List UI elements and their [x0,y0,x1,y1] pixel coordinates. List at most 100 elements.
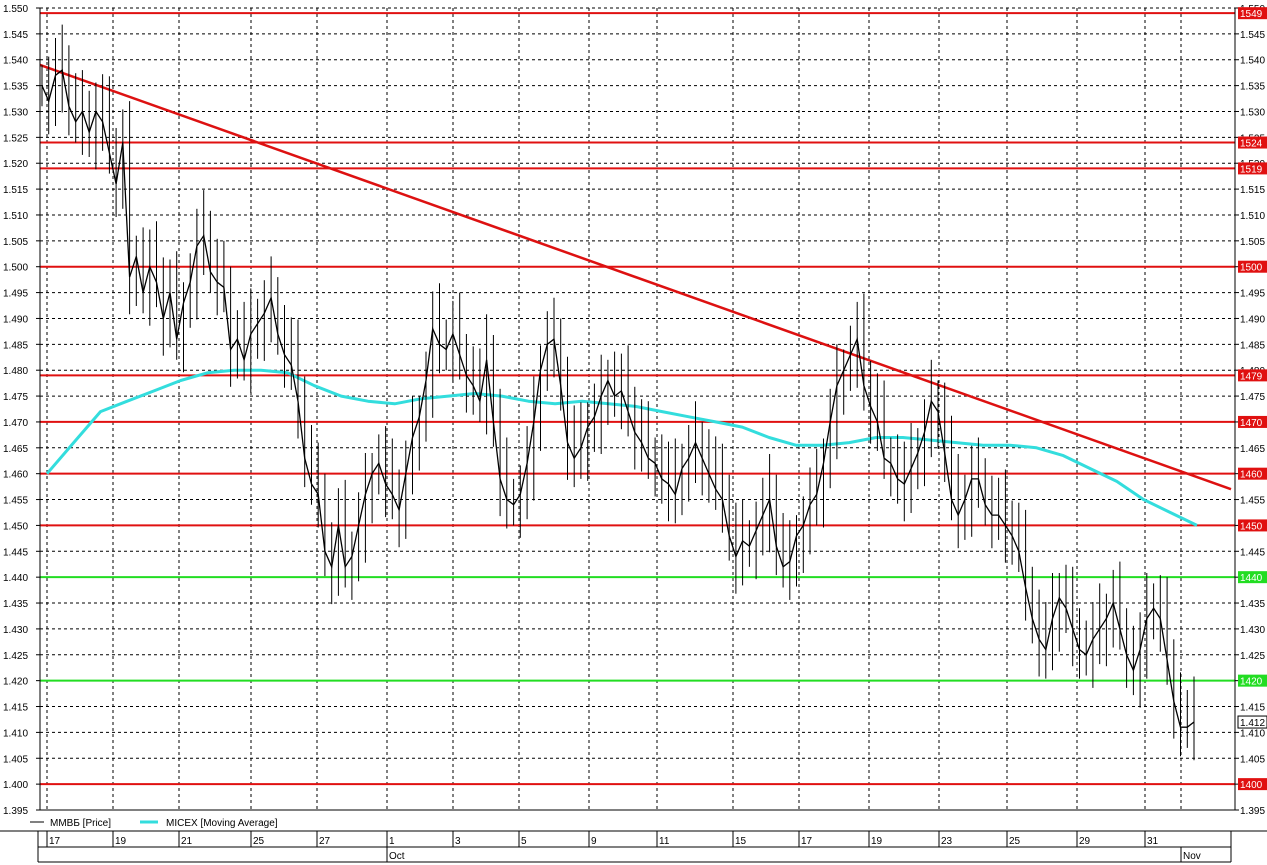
level-tag-label: 1400 [1240,780,1263,791]
y-tick-label-right: 1.415 [1240,703,1265,714]
y-tick-label-right: 1.490 [1240,314,1265,325]
level-tag-label: 1479 [1240,371,1263,382]
trendline [39,63,1232,491]
level-tag-label: 1470 [1240,418,1263,429]
y-tick-label-left: 1.465 [3,444,28,455]
y-tick-label-left: 1.470 [3,418,28,429]
y-tick-label-right: 1.455 [1240,496,1265,507]
y-tick-label-left: 1.545 [3,30,28,41]
y-tick-label-left: 1.410 [3,728,28,739]
legend: ММВБ [Price] MICEX [Moving Average] [30,818,278,829]
moving-average-group [45,368,1198,527]
y-tick-label-left: 1.535 [3,82,28,93]
y-tick-label-left: 1.405 [3,754,28,765]
x-tick-label: 17 [49,836,61,847]
x-tick-label: 25 [1009,836,1021,847]
x-tick-label: 17 [801,836,813,847]
x-tick-label: 15 [735,836,747,847]
level-tag-box [1238,369,1267,382]
x-tick-label: 9 [591,836,597,847]
y-tick-label-right: 1.435 [1240,599,1265,610]
y-tick-label-left: 1.515 [3,185,28,196]
price-group [41,24,1195,761]
level-tag-label: 1440 [1240,573,1263,584]
x-tick-label: 19 [871,836,883,847]
y-tick-label-right: 1.540 [1240,56,1265,67]
level-tag-box [1238,519,1267,532]
level-tag-label: 1420 [1240,677,1263,688]
y-tick-label-right: 1.505 [1240,237,1265,248]
y-tick-label-right: 1.535 [1240,82,1265,93]
x-tick-label: 21 [181,836,193,847]
level-tag-box [1238,162,1267,175]
x-axis: 17 19 21 25 27 1 3 5 9 11 15 17 19 23 25 29 31 Oct Nov [0,830,1267,863]
last-price-box [1237,715,1267,729]
x-tick-label: 23 [941,836,953,847]
y-tick-label-left: 1.430 [3,625,28,636]
legend-label-ma: MICEX [Moving Average] [166,818,278,829]
level-tag-box [1238,7,1267,20]
y-tick-label-right: 1.530 [1240,107,1265,118]
level-tag-box [1238,260,1267,273]
y-tick-label-left: 1.415 [3,703,28,714]
y-tick-label-left: 1.445 [3,547,28,558]
y-tick-label-right: 1.410 [1240,728,1265,739]
level-tags: 1549 1524 1519 1500 1479 1470 1460 1450 1440 1420… [1237,7,1267,791]
y-tick-label-right: 1.485 [1240,340,1265,351]
moving-average-line [45,368,1198,527]
y-tick-label-right: 1.395 [1240,806,1265,817]
y-tick-label-left: 1.520 [3,159,28,170]
y-tick-label-left: 1.530 [3,107,28,118]
y-tick-label-right: 1.430 [1240,625,1265,636]
x-tick-label: 3 [455,836,461,847]
x-tick-label: 11 [659,836,670,847]
level-tag-label: 1450 [1240,521,1263,532]
price-line [41,68,1195,728]
y-tick-label-left: 1.500 [3,263,28,274]
y-tick-label-left: 1.495 [3,289,28,300]
y-tick-label-left: 1.525 [3,133,28,144]
x-tick-label: 5 [521,836,527,847]
level-tag-label: 1500 [1240,263,1263,274]
y-tick-label-right: 1.515 [1240,185,1265,196]
x-tick-label: 25 [253,836,265,847]
y-tick-label-left: 1.490 [3,314,28,325]
y-tick-label-left: 1.505 [3,237,28,248]
y-tick-label-left: 1.440 [3,573,28,584]
x-tick-label: 27 [319,836,331,847]
y-tick-label-right: 1.495 [1240,289,1265,300]
y-tick-label-left: 1.435 [3,599,28,610]
y-tick-label-left: 1.400 [3,780,28,791]
level-lines [40,12,1235,786]
y-tick-label-left: 1.455 [3,496,28,507]
level-tag-box [1238,571,1267,584]
y-tick-label-right: 1.510 [1240,211,1265,222]
level-tag-box [1238,136,1267,149]
y-tick-label-right: 1.445 [1240,547,1265,558]
level-tag-label: 1524 [1240,139,1263,150]
y-tick-label-right: 1.545 [1240,30,1265,41]
y-tick-label-left: 1.460 [3,470,28,481]
trendline-group [39,63,1232,491]
y-tick-label-left: 1.485 [3,340,28,351]
legend-label-price: ММВБ [Price] [50,818,111,829]
level-tag-box [1238,415,1267,428]
y-tick-label-right: 1.425 [1240,651,1265,662]
y-tick-label-left: 1.450 [3,521,28,532]
y-tick-label-right: 1.405 [1240,754,1265,765]
level-tag-label: 1460 [1240,470,1263,481]
y-axis-left-labels: 1.395 1.400 1.405 1.410 1.415 1.420 1.425 1.430… [3,4,28,817]
level-tag-label: 1549 [1240,9,1263,20]
level-tag-box [1238,778,1267,791]
y-tick-label-left: 1.480 [3,366,28,377]
y-tick-label-left: 1.420 [3,677,28,688]
level-tag-box [1238,467,1267,480]
y-tick-label-right: 1.475 [1240,392,1265,403]
month-label: Oct [389,851,405,862]
month-label: Nov [1183,851,1201,862]
level-tag-label: 1519 [1240,164,1263,175]
y-tick-label-left: 1.510 [3,211,28,222]
y-tick-label-left: 1.425 [3,651,28,662]
